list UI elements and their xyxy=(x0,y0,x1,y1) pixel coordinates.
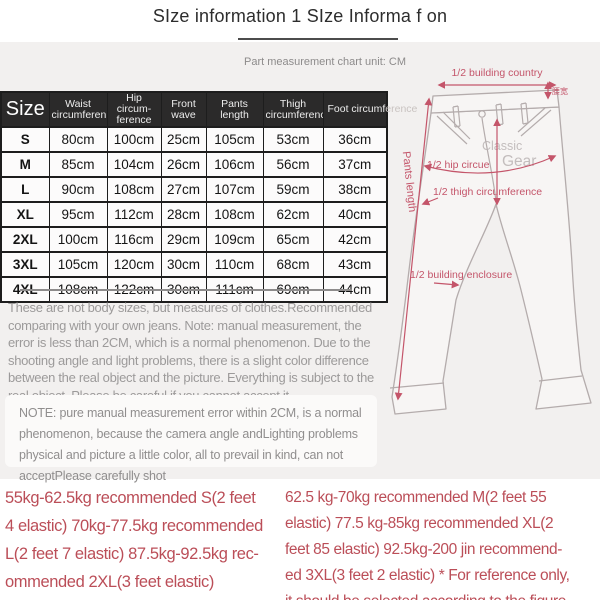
title-underline xyxy=(238,38,398,40)
thigh-measure-arrow xyxy=(421,197,439,206)
table-row-s: S 80cm 100cm 25cm 105cm 53cm 36cm xyxy=(0,126,387,152)
table-row-m: M 85cm 104cm 26cm 106cm 56cm 37cm xyxy=(0,151,387,177)
button-icon xyxy=(478,110,486,118)
table-header-row: Size Waist circumferen Hip circum-ferenc… xyxy=(0,91,417,127)
table-row-l: L 90cm 108cm 27cm 107cm 59cm 38cm xyxy=(0,176,387,202)
note-text: NOTE: pure manual measurement error with… xyxy=(19,406,362,483)
page-title: SIze information 1 SIze Informa f on xyxy=(152,6,448,26)
table-row-2xl: 2XL 100cm 116cm 29cm 109cm 65cm 42cm xyxy=(0,226,387,252)
waist-width-label: 腰宽 xyxy=(552,86,568,96)
pants-outline xyxy=(391,106,592,415)
col-header-size: Size xyxy=(0,91,49,127)
hem-measure-label: 1/2 building enclosure xyxy=(410,269,512,281)
col-header-foot-main: Foot circumf xyxy=(327,103,386,115)
note-box: NOTE: pure manual measurement error with… xyxy=(5,395,377,483)
table-row-3xl: 3XL 105cm 120cm 30cm 110cm 68cm 43cm xyxy=(0,251,387,277)
recommendation-line: 4 elastic) 70kg-77.5kg recommended xyxy=(5,517,263,535)
pants-diagram: Classic Gear 1/2 building country 腰宽 Pan… xyxy=(389,67,592,415)
section-divider xyxy=(20,289,352,291)
watermark-text: Classic xyxy=(482,139,522,153)
pants-length-arrow xyxy=(394,97,433,401)
col-header-hip: Hip circum-ference xyxy=(106,91,161,127)
pocket-left xyxy=(436,111,471,145)
recommendation-line: it should be selected according to the f… xyxy=(285,589,600,600)
hip-measure-label: 1/2 hip circue xyxy=(427,159,490,171)
hip-measure-arrow xyxy=(423,155,557,174)
watermark-text: Gear xyxy=(502,153,536,170)
hem-measure-arrow xyxy=(433,280,460,289)
waist-measure-label: 1/2 building country xyxy=(451,67,543,79)
col-header-front-wave: Front wave xyxy=(160,91,206,127)
col-header-thigh: Thigh circumferenc xyxy=(262,91,323,127)
chart-unit-label: Part measurement chart unit: CM xyxy=(243,56,406,68)
pants-length-label: Pants length xyxy=(400,151,418,213)
recommendation-line: feet 85 elastic) 92.5kg-200 jin recommen… xyxy=(285,541,562,558)
disclaimer-text: These are not body sizes, but measures o… xyxy=(8,300,374,403)
table-row-xl: XL 95cm 112cm 28cm 108cm 62cm 40cm xyxy=(0,201,387,227)
recommendation-right: 62.5 kg-70kg recommended M(2 feet 55 ela… xyxy=(285,485,600,600)
recommendation-line: ommended 2XL(3 feet elastic) xyxy=(5,573,214,591)
pocket-right xyxy=(517,107,552,137)
recommendation-line: 62.5 kg-70kg recommended M(2 feet 55 xyxy=(285,489,547,506)
recommendation-line: 55kg-62.5kg recommended S(2 feet xyxy=(5,489,256,507)
hem-cuff-line-right xyxy=(538,375,583,382)
recommendation-left: 55kg-62.5kg recommended S(2 feet 4 elast… xyxy=(5,484,290,596)
col-header-foot: Foot circumference xyxy=(322,91,417,127)
col-header-waist: Waist circumferen xyxy=(48,91,107,127)
recommendation-line: ed 3XL(3 feet 2 elastic) * For reference… xyxy=(285,567,570,584)
col-header-pants-length: Pants length xyxy=(205,91,263,127)
recommendation-line: elastic) 77.5 kg-85kg recommended XL(2 xyxy=(285,515,554,532)
size-table: Size Waist circumferen Hip circum-ferenc… xyxy=(0,91,417,303)
thigh-measure-label: 1/2 thigh circumference xyxy=(433,186,542,198)
recommendation-line: L(2 feet 7 elastic) 87.5kg-92.5kg rec- xyxy=(5,545,259,563)
